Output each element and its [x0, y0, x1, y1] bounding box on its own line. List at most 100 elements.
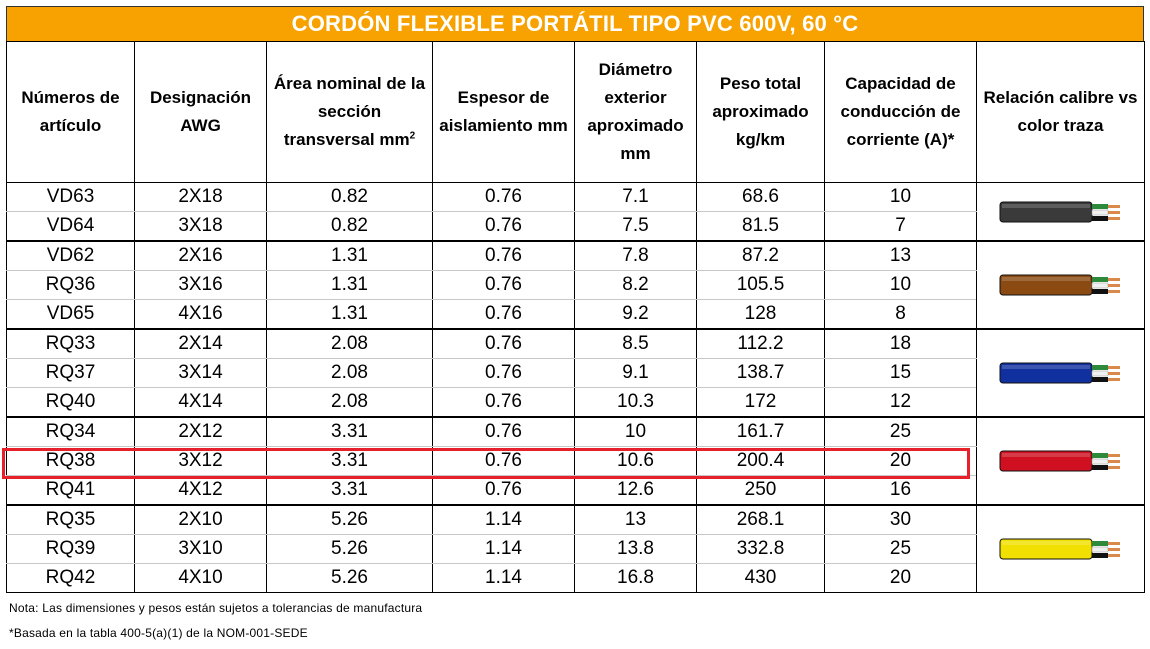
cell-awg: 2X18 — [134, 182, 267, 212]
cell-diametro: 10.6 — [574, 446, 697, 476]
cell-articulo: RQ36 — [6, 270, 135, 300]
cell-articulo: RQ40 — [6, 387, 135, 418]
col-header-articulo: Números de artículo — [6, 41, 135, 183]
cell-peso: 112.2 — [696, 329, 825, 359]
cell-diametro: 7.8 — [574, 241, 697, 271]
cell-capacidad: 18 — [824, 329, 977, 359]
col-header-capacidad: Capacidad de conducción de corriente (A)… — [824, 41, 977, 183]
cell-diametro: 10.3 — [574, 387, 697, 418]
table-body: VD63 2X18 0.82 0.76 7.1 68.6 10 VD64 3X18 0.82 0.7… — [6, 182, 1145, 593]
cell-espesor: 0.76 — [432, 446, 575, 476]
cell-peso: 138.7 — [696, 358, 825, 388]
col-header-peso: Peso total aproximado kg/km — [696, 41, 825, 183]
cell-area: 2.08 — [266, 387, 433, 418]
table-row: VD65 4X16 1.31 0.76 9.2 128 8 — [6, 299, 1145, 330]
cell-awg: 3X14 — [134, 358, 267, 388]
cell-area: 3.31 — [266, 475, 433, 506]
col-header-area: Área nominal de la sección transversal m… — [266, 41, 433, 183]
table-row: RQ37 3X14 2.08 0.76 9.1 138.7 15 — [6, 358, 1145, 388]
cell-articulo: VD62 — [6, 241, 135, 271]
cell-diametro: 9.2 — [574, 299, 697, 330]
cell-espesor: 0.76 — [432, 299, 575, 330]
cell-area: 0.82 — [266, 182, 433, 212]
cable-awg16-icon — [999, 274, 1120, 296]
table-title: CORDÓN FLEXIBLE PORTÁTIL TIPO PVC 600V, … — [6, 6, 1144, 42]
table-row: RQ39 3X10 5.26 1.14 13.8 332.8 25 — [6, 534, 1145, 564]
cell-diametro: 10 — [574, 417, 697, 447]
table-row: RQ38 3X12 3.31 0.76 10.6 200.4 20 — [6, 446, 1145, 476]
cell-awg: 4X14 — [134, 387, 267, 418]
cell-awg: 3X18 — [134, 211, 267, 242]
cell-peso: 250 — [696, 475, 825, 506]
cell-espesor: 0.76 — [432, 270, 575, 300]
cable-awg18-icon — [999, 201, 1120, 222]
table-row: RQ41 4X12 3.31 0.76 12.6 250 16 — [6, 475, 1145, 506]
table-row: RQ35 2X10 5.26 1.14 13 268.1 30 — [6, 505, 1145, 593]
cell-articulo: VD65 — [6, 299, 135, 330]
cell-awg: 3X10 — [134, 534, 267, 564]
cable-swatch-cell — [976, 241, 1145, 330]
cell-awg: 4X10 — [134, 563, 267, 593]
cable-swatch-cell — [976, 505, 1145, 593]
cell-area: 1.31 — [266, 241, 433, 271]
cell-area: 2.08 — [266, 358, 433, 388]
cell-capacidad: 10 — [824, 270, 977, 300]
col-header-diametro: Diámetro exterior aproximado mm — [574, 41, 697, 183]
cell-espesor: 0.76 — [432, 211, 575, 242]
cell-capacidad: 20 — [824, 446, 977, 476]
cell-diametro: 16.8 — [574, 563, 697, 593]
spec-table: Números de artículo Designación AWG Área… — [6, 41, 1145, 593]
cell-peso: 268.1 — [696, 505, 825, 535]
header-row: Números de artículo Designación AWG Área… — [6, 41, 1145, 183]
cell-diametro: 8.5 — [574, 329, 697, 359]
cell-articulo: VD63 — [6, 182, 135, 212]
cell-articulo: RQ42 — [6, 563, 135, 593]
cell-articulo: VD64 — [6, 211, 135, 242]
cell-peso: 87.2 — [696, 241, 825, 271]
cell-espesor: 0.76 — [432, 417, 575, 447]
cable-awg10-icon — [999, 538, 1120, 560]
table-row: RQ42 4X10 5.26 1.14 16.8 430 20 — [6, 563, 1145, 593]
cell-diametro: 13.8 — [574, 534, 697, 564]
cell-peso: 81.5 — [696, 211, 825, 242]
cell-articulo: RQ38 — [6, 446, 135, 476]
cell-articulo: RQ34 — [6, 417, 135, 447]
cell-espesor: 0.76 — [432, 475, 575, 506]
cable-swatch-cell — [976, 417, 1145, 506]
cell-peso: 105.5 — [696, 270, 825, 300]
cell-diametro: 13 — [574, 505, 697, 535]
cell-awg: 2X12 — [134, 417, 267, 447]
cable-swatch-cell — [976, 182, 1145, 242]
col-header-espesor: Espesor de aislamiento mm — [432, 41, 575, 183]
cell-articulo: RQ35 — [6, 505, 135, 535]
cell-articulo: RQ37 — [6, 358, 135, 388]
cell-peso: 161.7 — [696, 417, 825, 447]
cell-area: 3.31 — [266, 446, 433, 476]
table-row: RQ33 2X14 2.08 0.76 8.5 112.2 18 — [6, 329, 1145, 418]
cell-peso: 430 — [696, 563, 825, 593]
cell-area: 5.26 — [266, 505, 433, 535]
col-header-area-superscript: 2 — [409, 130, 416, 142]
table-row: VD63 2X18 0.82 0.76 7.1 68.6 10 — [6, 182, 1145, 242]
cell-capacidad: 8 — [824, 299, 977, 330]
cell-diametro: 8.2 — [574, 270, 697, 300]
col-header-awg: Designación AWG — [134, 41, 267, 183]
cell-area: 5.26 — [266, 563, 433, 593]
table-row: RQ34 2X12 3.31 0.76 10 161.7 25 — [6, 417, 1145, 506]
cell-espesor: 0.76 — [432, 182, 575, 212]
cell-espesor: 0.76 — [432, 241, 575, 271]
cell-awg: 2X10 — [134, 505, 267, 535]
cell-espesor: 0.76 — [432, 358, 575, 388]
cell-awg: 3X16 — [134, 270, 267, 300]
cell-diametro: 7.1 — [574, 182, 697, 212]
table-row: VD64 3X18 0.82 0.76 7.5 81.5 7 — [6, 211, 1145, 242]
cable-swatch-cell — [976, 329, 1145, 418]
cell-articulo: RQ39 — [6, 534, 135, 564]
cell-awg: 4X12 — [134, 475, 267, 506]
table-row: VD62 2X16 1.31 0.76 7.8 87.2 13 — [6, 241, 1145, 330]
cell-area: 2.08 — [266, 329, 433, 359]
cell-area: 1.31 — [266, 299, 433, 330]
cell-capacidad: 20 — [824, 563, 977, 593]
cell-peso: 332.8 — [696, 534, 825, 564]
note-tolerances: Nota: Las dimensiones y pesos están suje… — [9, 601, 423, 615]
